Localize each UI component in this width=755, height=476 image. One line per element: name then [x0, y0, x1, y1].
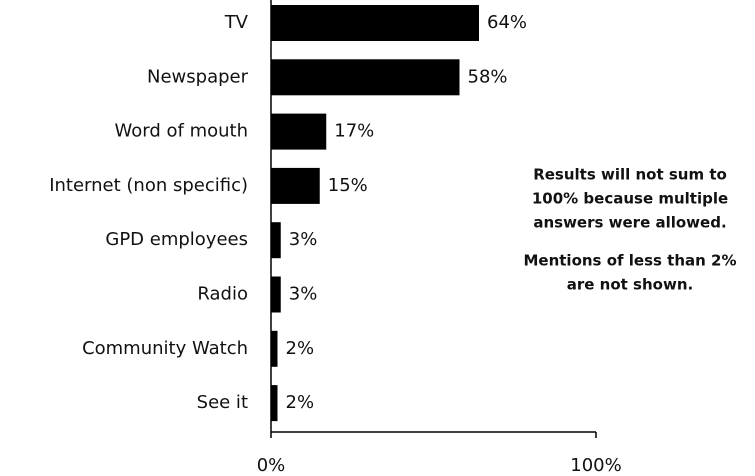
y-tick-label: See it: [197, 392, 248, 413]
annotation: Results will not sum to: [533, 166, 727, 184]
value-label: 3%: [289, 284, 318, 305]
annotation: 100% because multiple: [532, 190, 728, 208]
value-label: 2%: [286, 338, 315, 359]
y-tick-label: Radio: [197, 284, 248, 305]
y-tick-label: Newspaper: [147, 66, 249, 87]
value-label: 58%: [468, 66, 508, 87]
value-label: 17%: [334, 121, 374, 142]
y-tick-label: TV: [224, 12, 249, 33]
value-label: 3%: [289, 229, 318, 250]
annotation: answers were allowed.: [533, 214, 726, 232]
bar: [271, 276, 281, 313]
bar: [271, 167, 320, 204]
value-label: 15%: [328, 175, 368, 196]
bar: [271, 385, 278, 422]
x-tick-label: 0%: [257, 455, 286, 476]
x-tick-label: 100%: [570, 455, 621, 476]
y-tick-label: Internet (non specific): [49, 175, 248, 196]
bar: [271, 59, 460, 96]
value-label: 64%: [487, 12, 527, 33]
y-tick-label: Word of mouth: [115, 121, 248, 142]
bar: [271, 5, 479, 41]
bar: [271, 222, 281, 259]
annotation: Mentions of less than 2%: [523, 252, 736, 270]
bar: [271, 113, 327, 150]
y-tick-label: Community Watch: [82, 338, 248, 359]
value-label: 2%: [286, 392, 315, 413]
annotation: are not shown.: [567, 276, 693, 294]
y-tick-label: GPD employees: [105, 229, 248, 250]
bar: [271, 330, 278, 367]
